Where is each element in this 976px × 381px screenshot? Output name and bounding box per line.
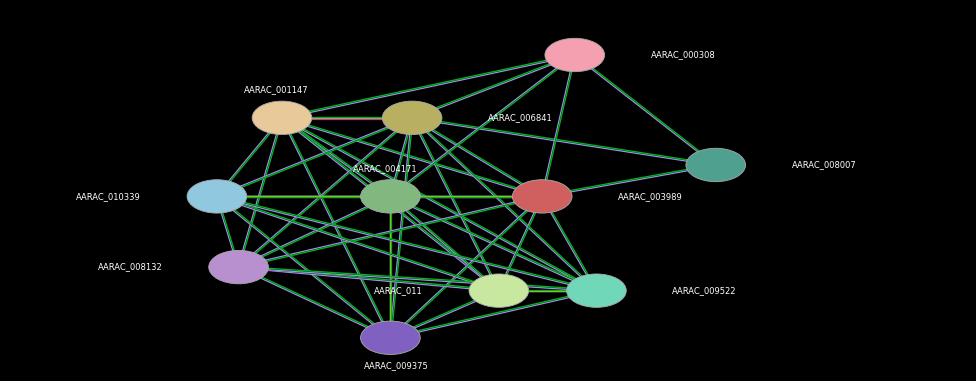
Text: AARAC_009375: AARAC_009375: [363, 361, 428, 370]
Text: AARAC_011: AARAC_011: [374, 286, 423, 295]
Text: AARAC_000308: AARAC_000308: [651, 51, 715, 59]
Text: AARAC_008132: AARAC_008132: [98, 263, 163, 272]
Ellipse shape: [360, 180, 421, 213]
Ellipse shape: [545, 38, 604, 72]
Ellipse shape: [187, 180, 247, 213]
Text: AARAC_003989: AARAC_003989: [618, 192, 683, 201]
Ellipse shape: [252, 101, 311, 134]
Text: AARAC_004171: AARAC_004171: [352, 164, 418, 173]
Text: AARAC_006841: AARAC_006841: [488, 113, 552, 122]
Text: AARAC_009522: AARAC_009522: [672, 286, 737, 295]
Ellipse shape: [209, 250, 268, 284]
Ellipse shape: [512, 180, 572, 213]
Ellipse shape: [469, 274, 529, 307]
Text: AARAC_008007: AARAC_008007: [792, 160, 856, 170]
Ellipse shape: [686, 148, 746, 182]
Text: AARAC_010339: AARAC_010339: [76, 192, 141, 201]
Text: AARAC_001147: AARAC_001147: [244, 85, 308, 94]
Ellipse shape: [383, 101, 442, 134]
Ellipse shape: [567, 274, 627, 307]
Ellipse shape: [360, 321, 421, 354]
